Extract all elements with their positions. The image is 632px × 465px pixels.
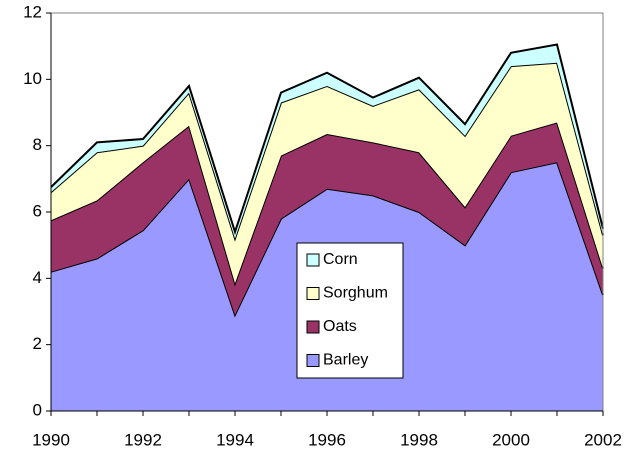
area-fill bbox=[51, 62, 603, 284]
y-tick-label: 12 bbox=[23, 2, 42, 21]
legend-swatch bbox=[306, 253, 320, 267]
legend-label: Oats bbox=[323, 318, 357, 335]
x-tick-label: 2000 bbox=[492, 430, 530, 449]
y-tick-label: 8 bbox=[33, 135, 42, 154]
y-tick-label: 0 bbox=[33, 400, 42, 419]
y-tick-label: 2 bbox=[33, 334, 42, 353]
legend-swatch bbox=[306, 320, 320, 334]
area-fill bbox=[51, 44, 603, 239]
legend-label: Barley bbox=[323, 352, 368, 369]
legend: Corn Sorghum Oats Barley bbox=[296, 242, 404, 379]
area-edge bbox=[50, 43, 604, 236]
legend-swatch bbox=[306, 354, 320, 367]
legend-label: Sorghum bbox=[323, 285, 388, 302]
y-tick-label: 10 bbox=[23, 69, 42, 88]
x-tick-label: 1996 bbox=[308, 430, 346, 449]
x-tick-label: 1990 bbox=[32, 430, 70, 449]
y-tick-label: 4 bbox=[33, 268, 42, 287]
y-tick-label: 6 bbox=[33, 201, 42, 220]
x-tick-label: 1992 bbox=[124, 430, 162, 449]
legend-label: Corn bbox=[323, 251, 358, 268]
area-fill bbox=[51, 122, 603, 315]
area-edge bbox=[50, 61, 604, 242]
legend-swatch bbox=[306, 287, 320, 300]
x-tick-label: 2002 bbox=[584, 430, 622, 449]
x-tick-label: 1998 bbox=[400, 430, 438, 449]
x-tick-label: 1994 bbox=[216, 430, 254, 449]
